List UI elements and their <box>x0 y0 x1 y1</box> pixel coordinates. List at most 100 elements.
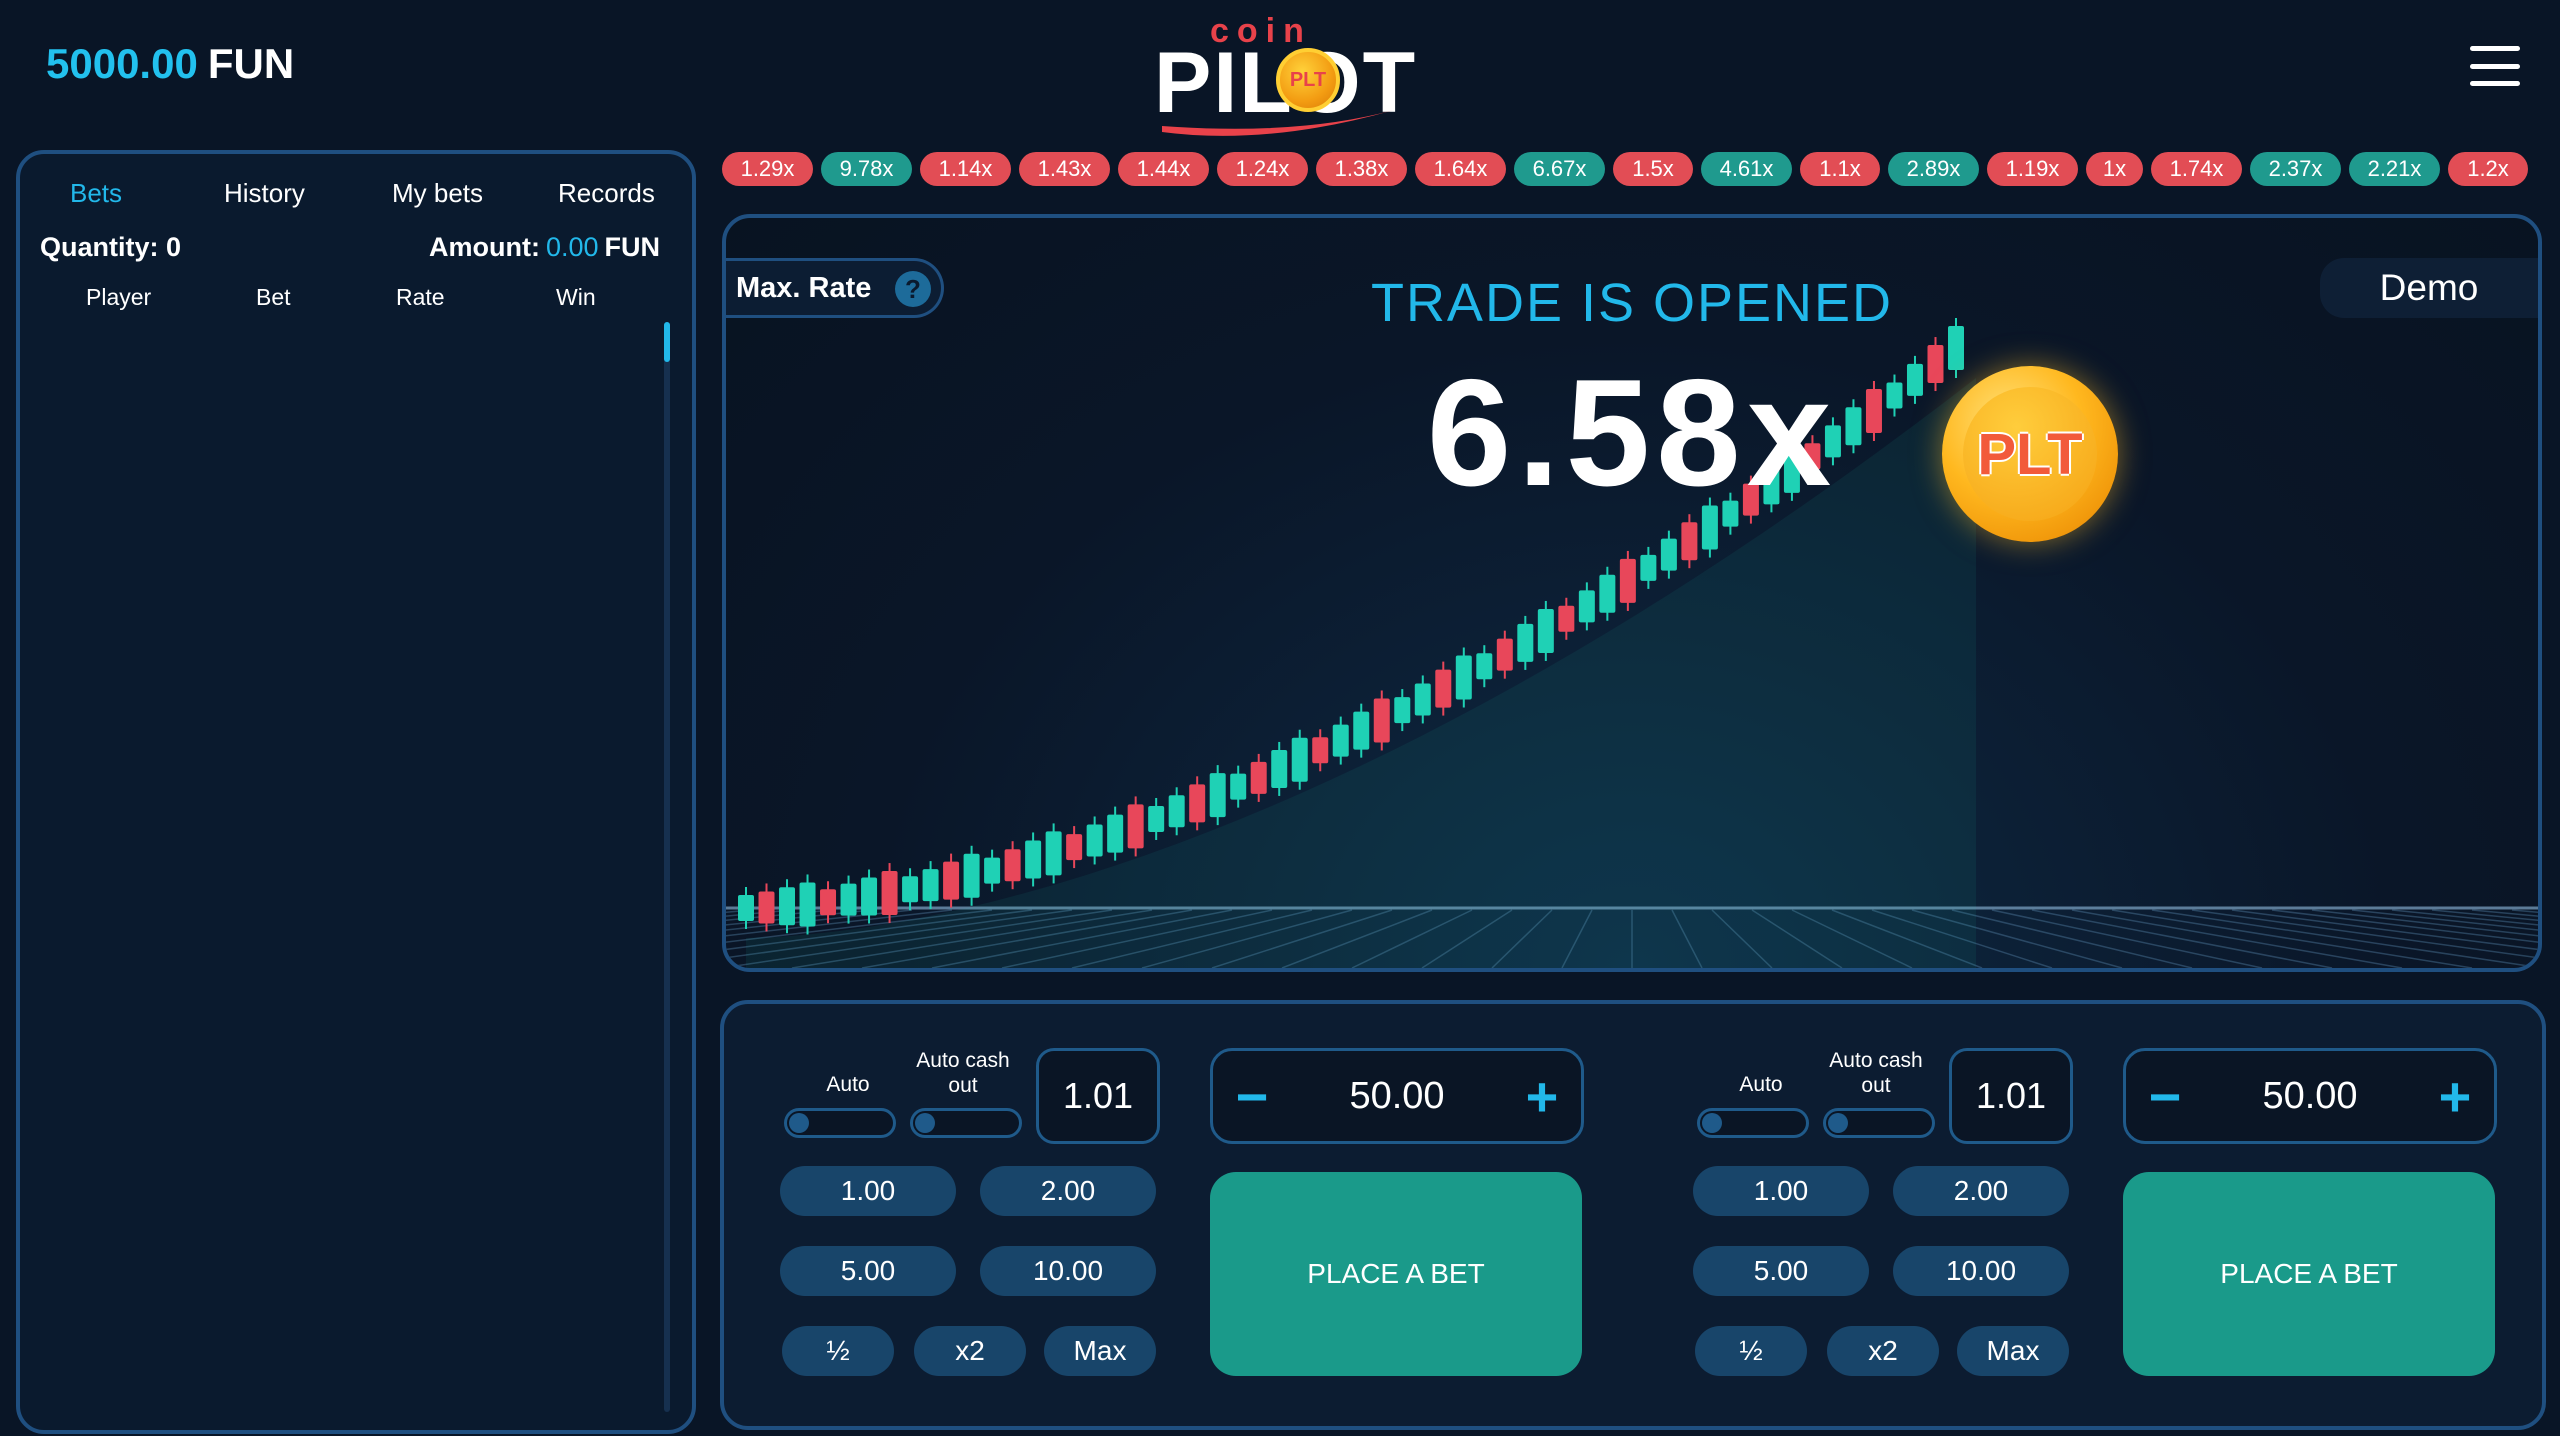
history-multiplier-pill[interactable]: 1.19x <box>1987 152 2078 186</box>
half-stake-button[interactable]: ½ <box>782 1326 894 1376</box>
history-multiplier-pill[interactable]: 1.24x <box>1217 152 1308 186</box>
candle <box>1168 795 1185 828</box>
candle <box>1948 326 1964 370</box>
history-multiplier-pill[interactable]: 4.61x <box>1701 152 1792 186</box>
history-multiplier-pill[interactable]: 1.64x <box>1415 152 1506 186</box>
history-multiplier-pill[interactable]: 1.1x <box>1800 152 1880 186</box>
bets-panel: Bets History My bets Records Quantity: 0… <box>16 150 696 1434</box>
candle <box>1066 834 1083 861</box>
increase-stake-button[interactable]: + <box>1525 1064 1559 1128</box>
amount-value: 0.00 <box>545 232 599 262</box>
candle <box>1578 590 1595 623</box>
tab-records[interactable]: Records <box>558 178 655 208</box>
candle <box>840 883 857 916</box>
logo-coin-label: PLT <box>1289 68 1327 91</box>
tab-history[interactable]: History <box>224 178 305 208</box>
history-multiplier-pill[interactable]: 1.2x <box>2448 152 2528 186</box>
candle <box>1086 824 1103 857</box>
stake-value[interactable]: 50.00 <box>2262 1074 2358 1117</box>
candle <box>963 853 980 898</box>
stake-stepper: − 50.00 + <box>1210 1048 1584 1144</box>
history-multiplier-pill[interactable]: 2.21x <box>2349 152 2440 186</box>
hamburger-menu-icon[interactable] <box>2470 46 2520 86</box>
candlestick-chart <box>726 318 2538 968</box>
double-stake-button[interactable]: x2 <box>1827 1326 1939 1376</box>
bets-tabs: Bets History My bets Records <box>20 178 692 218</box>
help-icon[interactable]: ? <box>895 271 931 307</box>
auto-cashout-toggle[interactable] <box>910 1108 1022 1138</box>
chip-2[interactable]: 2.00 <box>1893 1166 2069 1216</box>
decrease-stake-button[interactable]: − <box>1235 1064 1269 1128</box>
max-rate-button[interactable]: Max. Rate ? <box>726 258 944 318</box>
history-multiplier-pill[interactable]: 2.89x <box>1888 152 1979 186</box>
candle <box>1435 669 1452 708</box>
increase-stake-button[interactable]: + <box>2438 1064 2472 1128</box>
half-stake-button[interactable]: ½ <box>1695 1326 1807 1376</box>
candle <box>1660 538 1677 571</box>
chip-10[interactable]: 10.00 <box>1893 1246 2069 1296</box>
history-multiplier-pill[interactable]: 1x <box>2086 152 2143 186</box>
history-multiplier-pill[interactable]: 1.29x <box>722 152 813 186</box>
auto-cashout-label: Auto cash out <box>916 1049 1010 1098</box>
logo-coin-text: coin <box>1210 12 1312 50</box>
candle <box>1865 389 1882 434</box>
column-rate: Rate <box>396 284 445 310</box>
double-stake-button[interactable]: x2 <box>914 1326 1026 1376</box>
game-area: Max. Rate ? Demo TRADE IS OPENED 6.58x P… <box>722 214 2542 972</box>
candle <box>881 871 898 916</box>
cashout-value-input[interactable]: 1.01 <box>1949 1048 2073 1144</box>
bets-scrollbar[interactable] <box>664 322 670 1412</box>
place-bet-button[interactable]: PLACE A BET <box>2123 1172 2495 1376</box>
history-multiplier-pill[interactable]: 1.14x <box>920 152 1011 186</box>
history-multiplier-pill[interactable]: 2.37x <box>2250 152 2341 186</box>
candle <box>1619 558 1636 603</box>
candle <box>758 891 775 924</box>
multiplier-history-strip: 1.29x 9.78x 1.14x 1.43x 1.44x 1.24x 1.38x 1.64x… <box>722 152 2552 188</box>
history-multiplier-pill[interactable]: 9.78x <box>821 152 912 186</box>
candle <box>984 857 1001 884</box>
chip-5[interactable]: 5.00 <box>780 1246 956 1296</box>
candle <box>1312 737 1329 764</box>
column-bet: Bet <box>256 284 291 310</box>
candle <box>1332 724 1349 757</box>
balance-amount: 5000.00 <box>46 40 198 87</box>
candle <box>861 877 878 916</box>
bet-block-2: Auto Auto cash out 1.01 − 50.00 + 1.00 2… <box>1637 1004 2497 1424</box>
auto-toggle[interactable] <box>1697 1108 1809 1138</box>
candle <box>1927 345 1944 384</box>
candle <box>1291 737 1308 782</box>
history-multiplier-pill[interactable]: 1.74x <box>2151 152 2242 186</box>
max-stake-button[interactable]: Max <box>1957 1326 2069 1376</box>
history-multiplier-pill[interactable]: 1.44x <box>1118 152 1209 186</box>
history-multiplier-pill[interactable]: 1.38x <box>1316 152 1407 186</box>
candle <box>820 889 837 916</box>
candle <box>1537 608 1554 653</box>
auto-toggle[interactable] <box>784 1108 896 1138</box>
candle <box>1209 773 1226 818</box>
place-bet-button[interactable]: PLACE A BET <box>1210 1172 1582 1376</box>
scrollbar-thumb[interactable] <box>664 322 670 362</box>
max-stake-button[interactable]: Max <box>1044 1326 1156 1376</box>
tab-my-bets[interactable]: My bets <box>392 178 484 208</box>
candle <box>1045 831 1062 876</box>
auto-cashout-label: Auto cash out <box>1829 1049 1923 1098</box>
history-multiplier-pill[interactable]: 1.43x <box>1019 152 1110 186</box>
chip-1[interactable]: 1.00 <box>1693 1166 1869 1216</box>
chip-10[interactable]: 10.00 <box>980 1246 1156 1296</box>
tab-bets[interactable]: Bets <box>70 178 123 208</box>
history-multiplier-pill[interactable]: 6.67x <box>1514 152 1605 186</box>
stake-value[interactable]: 50.00 <box>1349 1074 1445 1117</box>
auto-label: Auto <box>826 1073 870 1096</box>
history-multiplier-pill[interactable]: 1.5x <box>1613 152 1693 186</box>
candle <box>1025 840 1042 879</box>
candle <box>1886 382 1903 409</box>
auto-cashout-toggle[interactable] <box>1823 1108 1935 1138</box>
column-win: Win <box>556 284 596 310</box>
cashout-value-input[interactable]: 1.01 <box>1036 1048 1160 1144</box>
chip-1[interactable]: 1.00 <box>780 1166 956 1216</box>
chip-5[interactable]: 5.00 <box>1693 1246 1869 1296</box>
logo-coin-icon: PLT <box>1276 48 1340 112</box>
chip-2[interactable]: 2.00 <box>980 1166 1156 1216</box>
decrease-stake-button[interactable]: − <box>2148 1064 2182 1128</box>
quantity-summary: Quantity: 0 <box>40 232 181 263</box>
